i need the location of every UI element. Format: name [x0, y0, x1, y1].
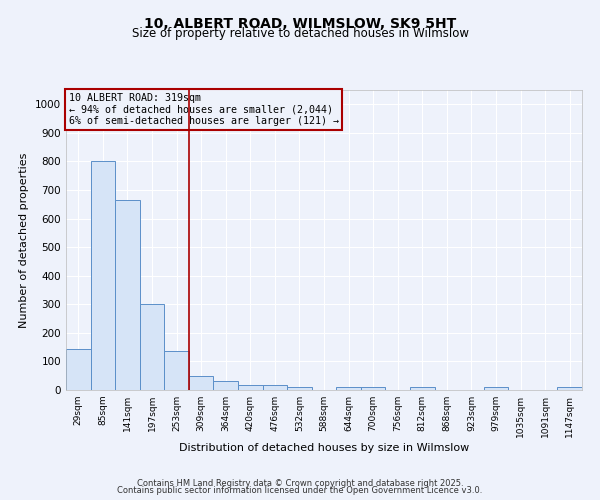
Y-axis label: Number of detached properties: Number of detached properties — [19, 152, 29, 328]
Bar — [164, 352, 189, 390]
Bar — [410, 387, 434, 390]
Bar — [115, 200, 140, 390]
Text: Size of property relative to detached houses in Wilmslow: Size of property relative to detached ho… — [131, 28, 469, 40]
Bar — [238, 385, 263, 390]
X-axis label: Distribution of detached houses by size in Wilmslow: Distribution of detached houses by size … — [179, 442, 469, 452]
Bar — [66, 348, 91, 390]
Bar — [287, 387, 312, 390]
Text: 10 ALBERT ROAD: 319sqm
← 94% of detached houses are smaller (2,044)
6% of semi-d: 10 ALBERT ROAD: 319sqm ← 94% of detached… — [68, 93, 338, 126]
Bar — [336, 387, 361, 390]
Bar — [263, 385, 287, 390]
Bar — [484, 387, 508, 390]
Text: Contains public sector information licensed under the Open Government Licence v3: Contains public sector information licen… — [118, 486, 482, 495]
Text: Contains HM Land Registry data © Crown copyright and database right 2025.: Contains HM Land Registry data © Crown c… — [137, 478, 463, 488]
Bar — [91, 162, 115, 390]
Bar — [557, 387, 582, 390]
Bar — [140, 304, 164, 390]
Text: 10, ALBERT ROAD, WILMSLOW, SK9 5HT: 10, ALBERT ROAD, WILMSLOW, SK9 5HT — [144, 18, 456, 32]
Bar — [214, 382, 238, 390]
Bar — [361, 387, 385, 390]
Bar — [189, 376, 214, 390]
